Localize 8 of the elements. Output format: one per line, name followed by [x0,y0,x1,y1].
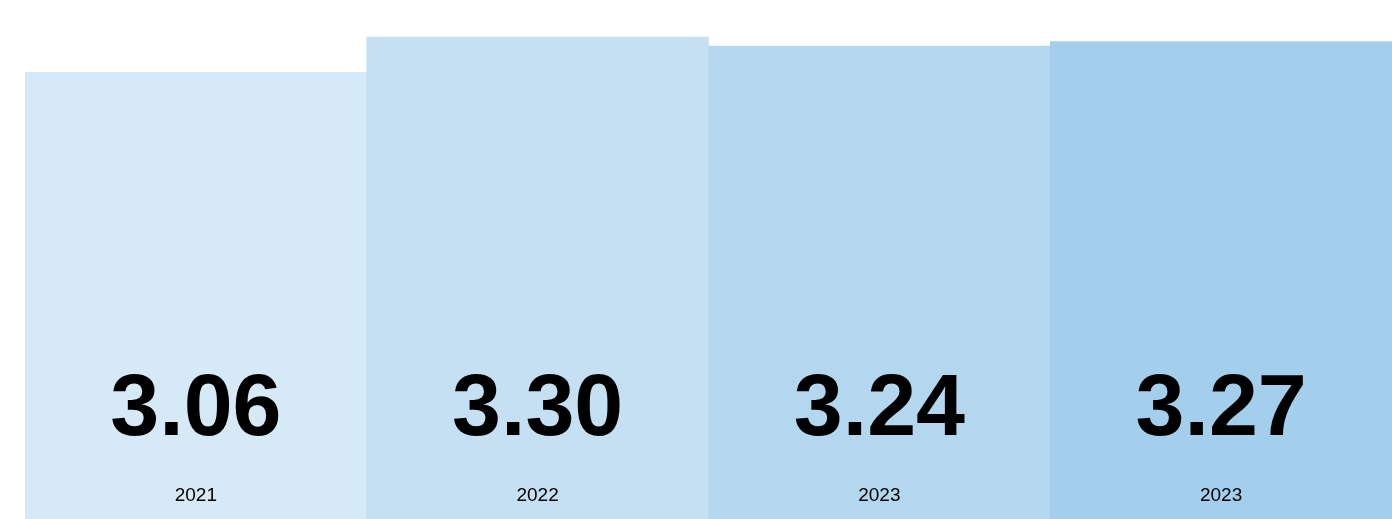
x-tick-label: 2023 [1199,484,1243,505]
data-label: 3.27 [1135,355,1307,454]
data-label: 3.24 [793,355,966,454]
data-label: 3.06 [110,355,282,454]
x-tick-label: 2023 [858,484,901,505]
data-label: 3.30 [451,355,624,454]
x-tick-label: 2021 [174,484,218,505]
x-tick-label: 2022 [516,484,559,505]
